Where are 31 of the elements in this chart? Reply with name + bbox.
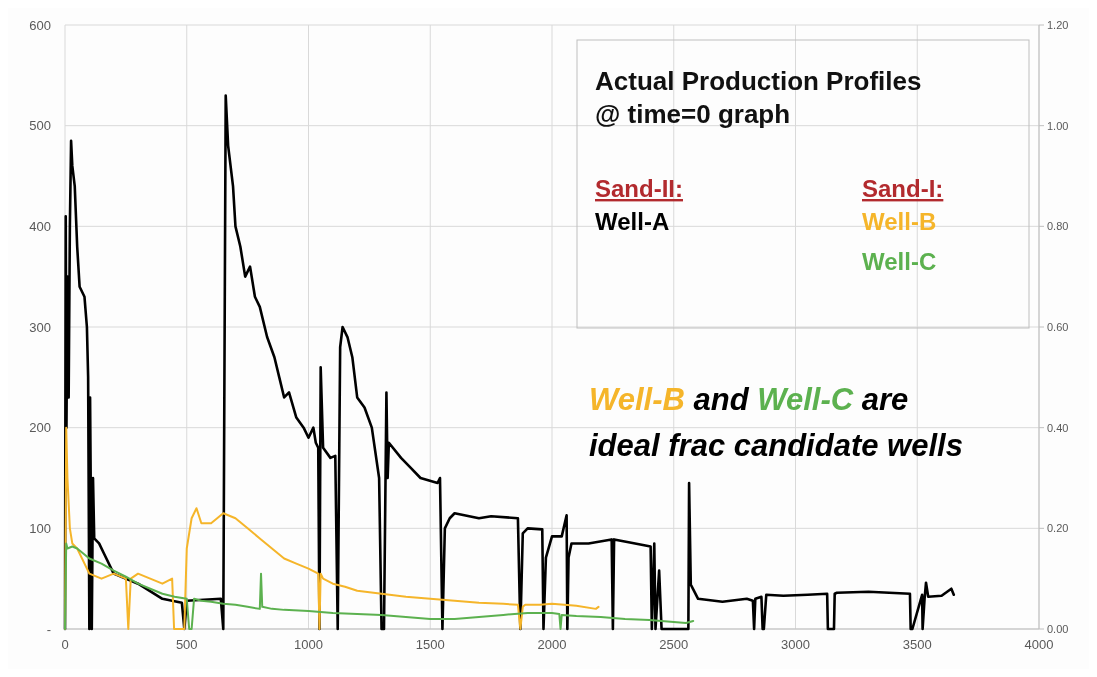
y2-tick-label: 1.20 <box>1047 18 1069 31</box>
y-tick-label: 300 <box>29 319 51 335</box>
line-series <box>64 542 695 630</box>
x-tick-label: 4000 <box>1024 637 1054 652</box>
x-tick-label: 0 <box>61 637 69 652</box>
y2-tick-label: 0.60 <box>1047 320 1069 333</box>
text: Well-B <box>862 208 937 235</box>
x-tick-label: 2000 <box>537 637 567 652</box>
legend-title: Actual Production Profiles @ time=0 graph <box>595 66 922 129</box>
annotation: Sand-I: <box>862 175 944 202</box>
y2-tick-label: 0.00 <box>1047 622 1069 635</box>
text: Well-B and Well-C are ideal frac candidate wells <box>589 382 963 463</box>
y-tick-label: 200 <box>29 420 51 436</box>
x-tick-label: 2500 <box>659 637 689 652</box>
y2-tick-label: 0.40 <box>1047 421 1069 434</box>
y-tick-label: - <box>46 621 51 637</box>
x-tick-label: 1000 <box>294 637 323 652</box>
annotation: Sand-II: <box>595 175 683 202</box>
y-tick-label: 600 <box>29 17 51 33</box>
x-tick-label: 500 <box>175 637 198 652</box>
x-tick-label: 3000 <box>781 637 810 652</box>
y2-tick-label: 1.00 <box>1047 119 1069 132</box>
y-tick-label: 100 <box>29 520 51 536</box>
text: Well-A <box>595 208 670 235</box>
text: Well-C <box>862 248 937 275</box>
y-tick-label: 400 <box>29 218 51 234</box>
x-tick-label: 1500 <box>415 637 445 652</box>
y-tick-label: 500 <box>29 118 51 134</box>
y2-tick-label: 0.80 <box>1047 220 1069 233</box>
x-tick-label: 3500 <box>902 637 932 652</box>
y2-tick-label: 0.20 <box>1047 522 1069 535</box>
